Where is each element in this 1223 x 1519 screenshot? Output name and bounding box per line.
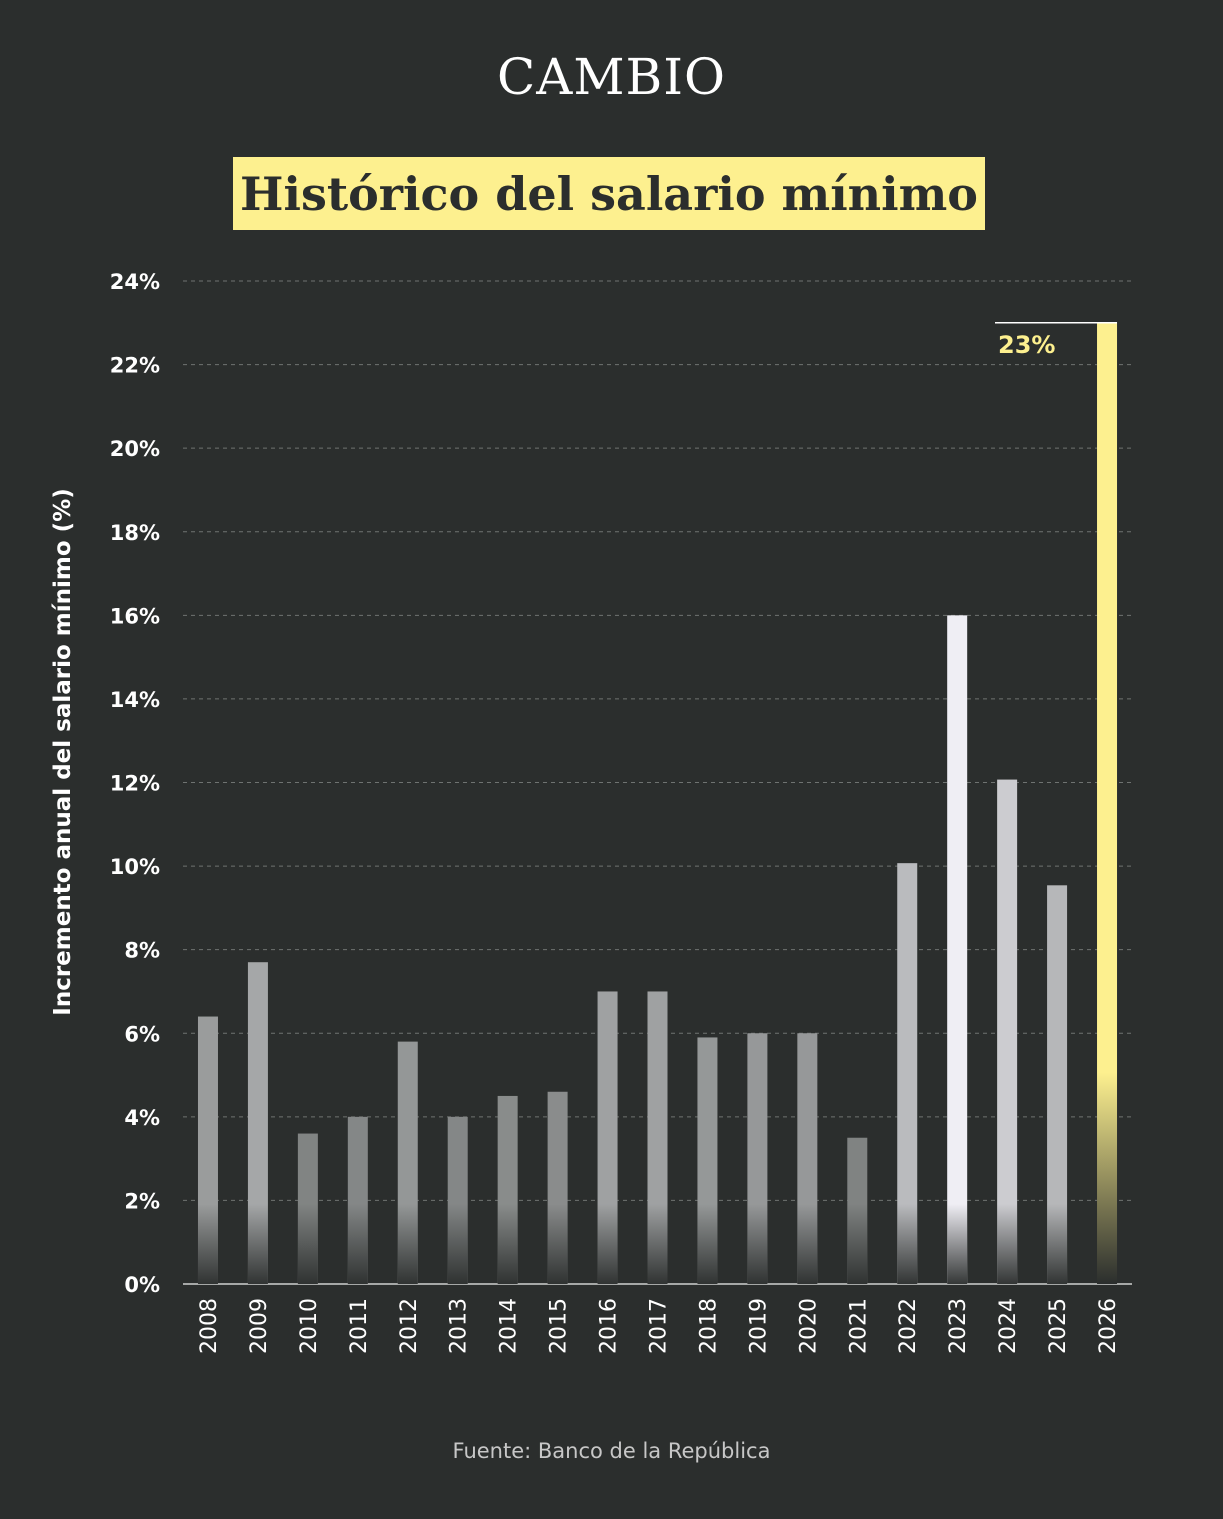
y-tick-label: 14% (110, 688, 160, 712)
bar-2023 (947, 615, 968, 1284)
bar-2026 (1097, 322, 1118, 1285)
y-axis-label: Incremento anual del salario mínimo (%) (50, 488, 76, 1015)
y-tick-label: 10% (110, 855, 160, 879)
y-tick-label: 22% (110, 354, 160, 378)
y-tick-label: 16% (110, 604, 160, 628)
bar-2022 (897, 863, 918, 1284)
x-tick-label: 2011 (347, 1298, 372, 1354)
x-tick-label: 2008 (197, 1298, 222, 1354)
bar-fade-2016 (597, 1204, 618, 1284)
x-tick-label: 2019 (746, 1298, 771, 1354)
x-tick-label: 2020 (796, 1298, 821, 1354)
bar-fade-2010 (297, 1204, 318, 1284)
x-tick-label: 2021 (846, 1298, 871, 1354)
x-tick-label: 2025 (1046, 1298, 1071, 1354)
title-box: Histórico del salario mínimo (233, 157, 985, 230)
y-tick-label: 2% (124, 1189, 160, 1213)
annotations: 23% (995, 322, 1118, 359)
bar-fade-2014 (497, 1204, 518, 1284)
x-tick-label: 2017 (647, 1298, 672, 1354)
y-tick-label: 18% (110, 521, 160, 545)
x-tick-label: 2018 (696, 1298, 721, 1354)
bar-fade-2021 (847, 1204, 868, 1284)
bar-2009 (247, 962, 268, 1284)
source-note: Fuente: Banco de la República (452, 1439, 771, 1463)
bar-2025 (1047, 885, 1068, 1284)
bar-fade-2019 (747, 1204, 768, 1284)
y-tick-label: 4% (124, 1106, 160, 1130)
bar-fade-2012 (397, 1204, 418, 1284)
x-tick-label: 2009 (247, 1298, 272, 1354)
x-tick-label: 2012 (397, 1298, 422, 1354)
x-tick-label: 2016 (597, 1298, 622, 1354)
bar-fade-2017 (647, 1204, 668, 1284)
x-tick-label: 2013 (447, 1298, 472, 1354)
bar-fade-2009 (247, 1204, 268, 1284)
y-tick-label: 8% (124, 939, 160, 963)
x-tick-label: 2024 (996, 1298, 1021, 1354)
bar-fade-2008 (197, 1204, 218, 1284)
bar-fade-2013 (447, 1204, 468, 1284)
bar-2024 (997, 779, 1018, 1284)
brand-logo: CAMBIO (496, 48, 727, 106)
x-tick-label: 2010 (297, 1298, 322, 1354)
x-tick-label: 2023 (946, 1298, 971, 1354)
y-tick-label: 0% (124, 1273, 160, 1297)
bar-fade-2011 (347, 1204, 368, 1284)
bar-fade-2015 (547, 1204, 568, 1284)
y-tick-labels: 0% 2% 4% 6% 8% 10% 12% 14% 16% 18% 20% 22% 24% (110, 270, 160, 1297)
bar-fade-2018 (697, 1204, 718, 1284)
x-tick-label: 2022 (896, 1298, 921, 1354)
bar-fade-2022 (897, 1204, 918, 1284)
y-tick-label: 12% (110, 772, 160, 796)
y-tick-label: 24% (110, 270, 160, 294)
bar-fade-2025 (1047, 1204, 1068, 1284)
x-tick-label: 2014 (497, 1298, 522, 1354)
bar-fade-2020 (797, 1204, 818, 1284)
x-tick-label: 2026 (1096, 1298, 1121, 1354)
x-tick-label: 2015 (547, 1298, 572, 1354)
bar-fade-2023 (947, 1204, 968, 1284)
x-tick-labels: 2008 2009 2010 2011 2012 2013 2014 2015 2016 2017… (197, 1298, 1121, 1354)
y-tick-label: 6% (124, 1022, 160, 1046)
chart-title: Histórico del salario mínimo (240, 166, 978, 221)
y-tick-label: 20% (110, 437, 160, 461)
annotation-label: 23% (998, 331, 1055, 359)
bars (197, 322, 1118, 1285)
bar-fade-2024 (997, 1204, 1018, 1284)
